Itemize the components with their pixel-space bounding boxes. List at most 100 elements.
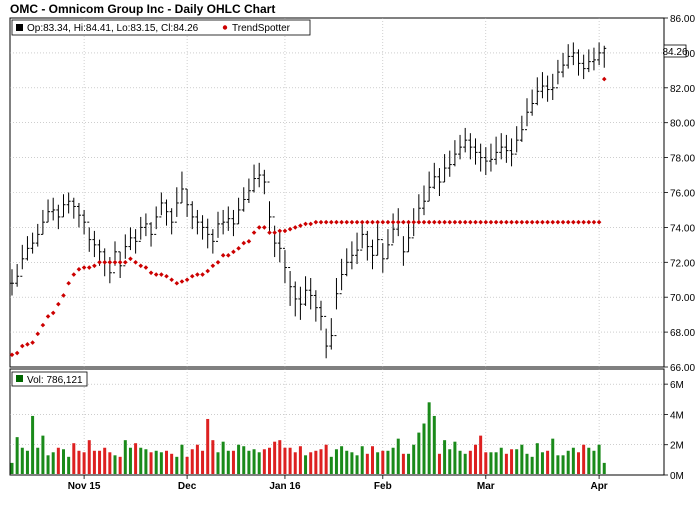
trend-dot <box>112 260 118 265</box>
price-tick-label: 80.00 <box>670 119 695 130</box>
trend-dot <box>426 219 432 225</box>
ohlc-bar <box>298 286 303 320</box>
volume-bar <box>484 452 488 474</box>
ohlc-bar <box>76 202 81 228</box>
trend-dot <box>401 219 406 225</box>
volume-bar <box>201 450 205 474</box>
volume-bar <box>10 462 14 474</box>
ohlc-bar <box>452 140 457 167</box>
ohlc-bar <box>380 239 385 273</box>
trend-dot <box>272 230 277 235</box>
ohlc-bar <box>540 72 545 99</box>
last-price-label: 84.26 <box>662 47 687 58</box>
volume-bar <box>298 446 302 474</box>
trend-dot <box>504 219 509 225</box>
trend-dot <box>86 265 92 270</box>
price-tick-label: 68.00 <box>670 328 695 339</box>
ohlc-bar <box>40 209 45 235</box>
trend-dot <box>61 293 66 298</box>
trend-dot <box>385 219 391 225</box>
trend-dot <box>545 219 550 225</box>
ohlc-bar <box>313 290 318 322</box>
ohlc-bar <box>195 209 200 235</box>
trend-dot <box>179 279 185 284</box>
volume-bar <box>31 415 35 474</box>
volume-bar <box>340 446 344 474</box>
trend-dot <box>148 270 154 276</box>
trend-dot <box>45 314 51 319</box>
volume-legend-marker <box>16 375 23 382</box>
volume-bar <box>566 450 570 474</box>
trend-dot <box>40 322 46 328</box>
trend-dot <box>416 219 422 225</box>
ohlc-bar <box>185 188 190 217</box>
ohlc-bar <box>360 222 365 251</box>
volume-bar <box>602 462 606 474</box>
volume-bar <box>474 444 477 474</box>
volume-bar <box>159 452 163 474</box>
volume-bars <box>10 402 606 474</box>
ohlc-bar <box>118 251 123 279</box>
volume-bar <box>36 447 40 474</box>
volume-tick-label: 0M <box>670 471 684 482</box>
trend-dot <box>189 273 195 279</box>
date-label: Apr <box>590 481 607 492</box>
ohlc-bar <box>252 164 257 193</box>
trend-dot <box>601 76 607 82</box>
volume-bar <box>62 449 65 474</box>
volume-bar <box>252 449 256 474</box>
ohlc-bar <box>566 44 571 69</box>
trend-dot <box>586 219 592 225</box>
volume-bar <box>185 456 189 474</box>
ohlc-bar <box>391 213 396 246</box>
ohlc-bar <box>494 136 499 165</box>
ohlc-bar <box>442 154 447 183</box>
trend-dot <box>50 310 56 316</box>
volume-tick-label: 6M <box>670 380 684 391</box>
volume-bar <box>432 415 436 474</box>
trend-dot <box>9 352 15 358</box>
volume-bar <box>479 435 483 474</box>
trend-dot <box>457 219 463 225</box>
volume-bar <box>401 453 405 474</box>
ohlc-bar <box>375 223 380 256</box>
volume-bar <box>108 452 112 474</box>
volume-bar <box>103 447 107 474</box>
ohlc-bar <box>257 162 262 188</box>
volume-bar <box>510 449 514 474</box>
trend-dot <box>267 230 272 235</box>
trend-dot <box>576 219 581 225</box>
trend-dot <box>128 256 133 262</box>
ohlc-bar <box>308 278 313 310</box>
ohlc-bar <box>10 269 14 296</box>
ohlc-bar <box>277 230 282 263</box>
volume-bar <box>345 450 349 474</box>
volume-bar <box>190 449 194 474</box>
trend-dot <box>329 219 334 225</box>
trend-dot <box>159 272 164 277</box>
trend-dot <box>133 260 138 265</box>
ohlc-bar <box>499 133 504 160</box>
ohlc-bar <box>519 115 524 142</box>
volume-bar <box>386 450 390 474</box>
trend-dot <box>236 246 241 251</box>
ohlc-bar <box>324 315 329 359</box>
volume-bar <box>304 455 308 474</box>
trend-dot <box>298 223 303 228</box>
volume-bar <box>41 435 45 474</box>
ohlc-bar <box>267 181 272 231</box>
volume-bar <box>597 444 601 474</box>
ohlc-bar <box>437 168 442 196</box>
trend-dot <box>483 219 489 225</box>
ohlc-bar <box>586 49 591 73</box>
volume-bar <box>556 455 560 474</box>
volume-legend-label: Vol: 786,121 <box>27 375 83 386</box>
volume-bar <box>170 453 174 474</box>
ohlc-bar <box>576 49 581 76</box>
volume-bar <box>329 456 333 474</box>
volume-bar <box>211 440 215 474</box>
trend-dot <box>256 225 262 230</box>
ohlc-bar <box>179 171 184 204</box>
ohlc-bar <box>447 150 452 177</box>
volume-bar <box>577 452 580 474</box>
